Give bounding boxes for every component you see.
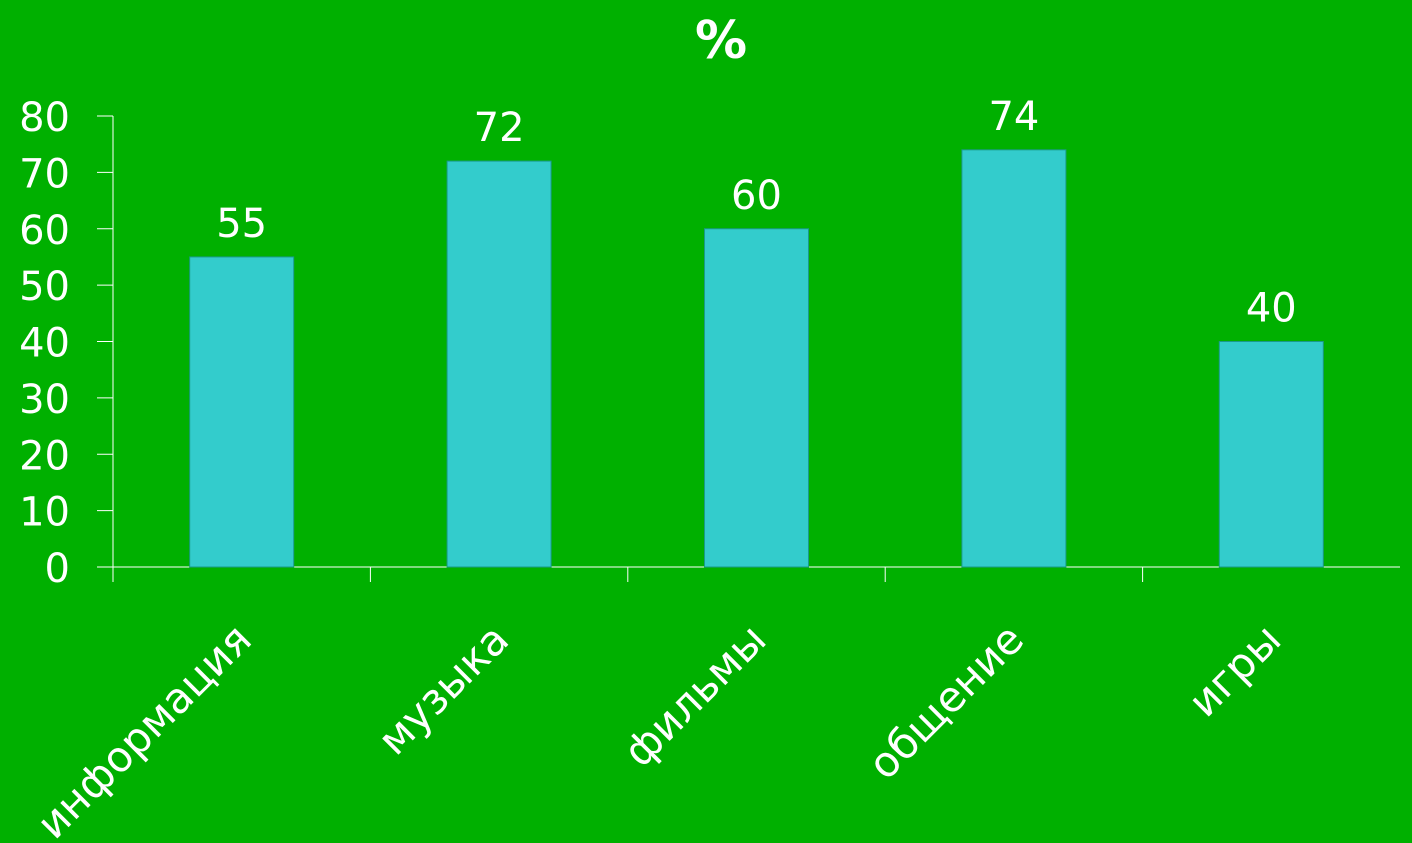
category-label: музыка [368,614,518,764]
y-tick-label: 50 [19,264,70,310]
data-label: 74 [988,94,1039,140]
bar-0 [189,256,295,568]
chart-title: % [695,11,747,71]
category-label: фильмы [614,614,776,776]
y-tick-label: 40 [19,321,70,367]
y-axis: 0 10 20 30 40 50 60 70 80 [19,95,114,592]
bar-4 [1218,341,1324,568]
bar-3 [961,149,1067,568]
category-label: информация [27,614,261,843]
x-axis [97,566,1400,582]
y-tick-label: 30 [19,377,70,423]
y-tick-label: 80 [19,95,70,141]
data-label: 60 [731,173,782,219]
bars [189,149,1324,568]
bar-1 [446,160,552,568]
data-label: 72 [474,105,525,151]
y-tick-label: 60 [19,208,70,254]
y-tick-label: 70 [19,151,70,197]
category-labels: информация музыка фильмы общение игры [27,614,1290,843]
category-label: общение [859,614,1033,788]
y-tick-label: 10 [19,490,70,536]
y-tick-label: 20 [19,433,70,479]
data-label: 55 [216,201,267,247]
category-label: игры [1179,614,1291,726]
y-tick-label: 0 [45,546,70,592]
data-label: 40 [1246,286,1297,332]
data-labels: 55 72 60 74 40 [216,94,1297,332]
bar-2 [704,228,809,568]
